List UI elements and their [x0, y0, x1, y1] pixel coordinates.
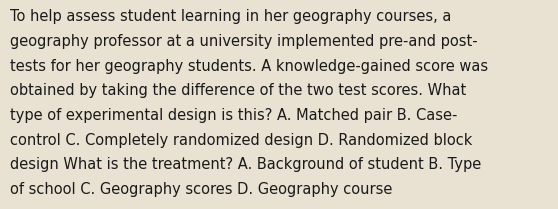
Text: design What is the treatment? A. Background of student B. Type: design What is the treatment? A. Backgro… [10, 157, 482, 172]
Text: of school C. Geography scores D. Geography course: of school C. Geography scores D. Geograp… [10, 182, 392, 197]
Text: tests for her geography students. A knowledge-gained score was: tests for her geography students. A know… [10, 59, 488, 74]
Text: type of experimental design is this? A. Matched pair B. Case-: type of experimental design is this? A. … [10, 108, 458, 123]
Text: control C. Completely randomized design D. Randomized block: control C. Completely randomized design … [10, 133, 473, 148]
Text: obtained by taking the difference of the two test scores. What: obtained by taking the difference of the… [10, 83, 466, 98]
Text: To help assess student learning in her geography courses, a: To help assess student learning in her g… [10, 9, 451, 24]
Text: geography professor at a university implemented pre-and post-: geography professor at a university impl… [10, 34, 478, 49]
